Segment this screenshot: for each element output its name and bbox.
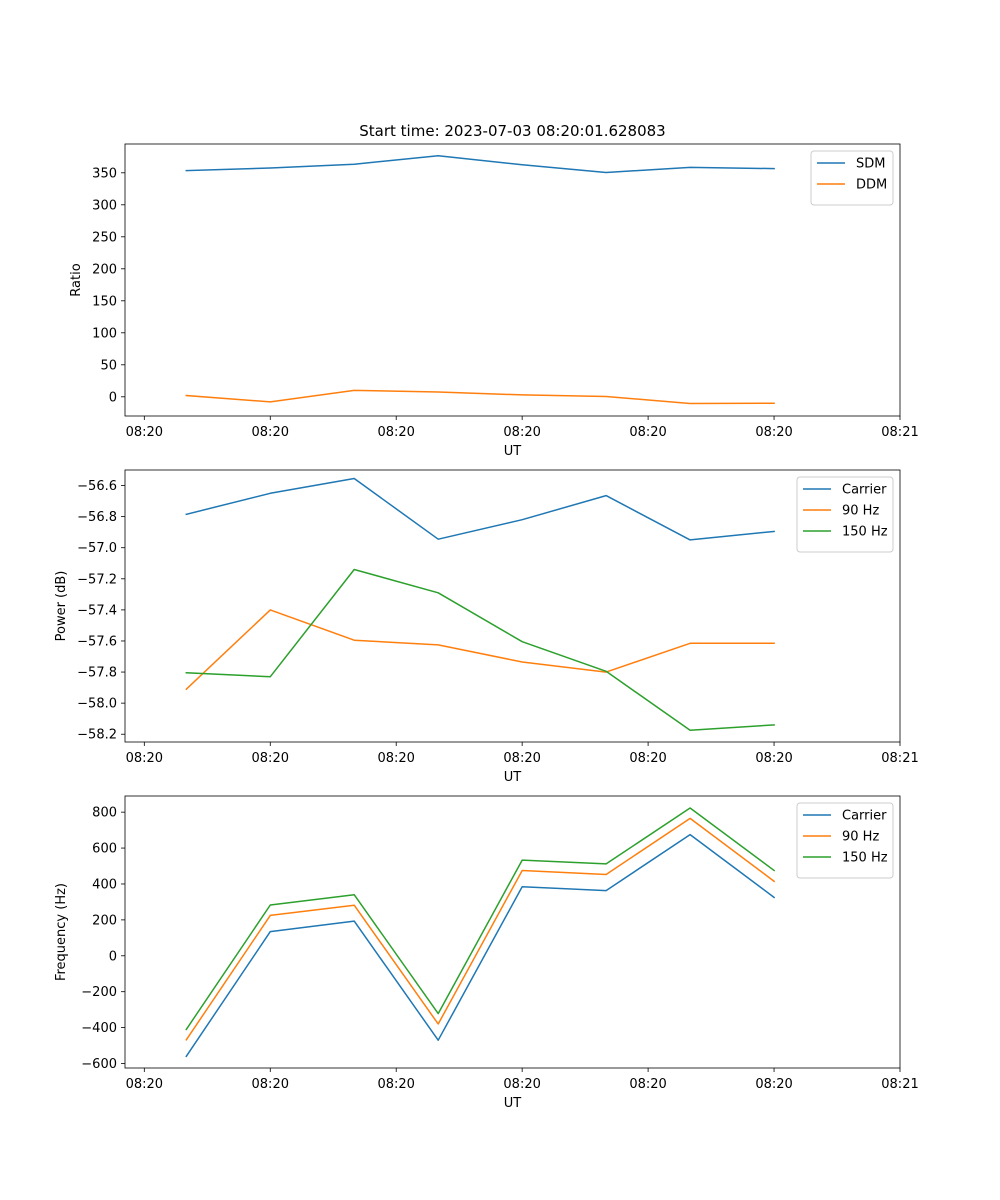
legend-label: 150 Hz	[842, 851, 888, 866]
y-tick-label: −400	[81, 1021, 117, 1036]
y-tick-label: −58.2	[77, 728, 117, 743]
y-axis-label: Power (dB)	[54, 571, 69, 642]
y-tick-label: 0	[109, 390, 117, 405]
y-tick-label: 0	[109, 949, 117, 964]
x-tick-label: 08:20	[755, 1077, 792, 1092]
x-tick-label: 08:20	[377, 1077, 414, 1092]
legend: SDM DDM	[810, 150, 894, 206]
legend-label: SDM	[856, 157, 885, 172]
legend-label: Carrier	[842, 483, 887, 498]
subplot-1: 08:20 08:20 08:20 08:20 08:20 08:20 08:21 0 50 10…	[69, 122, 919, 459]
x-tick-label: 08:20	[252, 425, 289, 440]
x-axis-label: UT	[504, 770, 522, 785]
y-tick-label: 200	[92, 913, 117, 928]
x-axis-label: UT	[504, 444, 522, 459]
y-tick-label: 50	[100, 358, 117, 373]
series-line-90-hz	[185, 817, 776, 1041]
axes-frame	[124, 469, 901, 743]
x-axis-label: UT	[504, 1096, 522, 1111]
y-tick-label: −600	[81, 1057, 117, 1072]
series-line-carrier	[185, 477, 775, 541]
series-line-150-hz	[185, 568, 775, 732]
y-tick-label: 150	[92, 294, 117, 309]
x-tick-label: 08:20	[126, 751, 163, 766]
x-tick-label: 08:20	[503, 751, 540, 766]
y-tick-label: 300	[92, 198, 117, 213]
x-tick-label: 08:20	[377, 751, 414, 766]
y-tick-label: 400	[92, 877, 117, 892]
x-tick-label: 08:20	[126, 425, 163, 440]
series-line-carrier	[185, 833, 776, 1058]
series-line-90-hz	[185, 609, 775, 691]
x-tick-label: 08:21	[881, 1077, 918, 1092]
y-tick-label: 200	[92, 262, 117, 277]
x-tick-label: 08:21	[881, 751, 918, 766]
subplot-3: 08:20 08:20 08:20 08:20 08:20 08:20 08:21 −600 −…	[54, 795, 919, 1111]
x-tick-label: 08:20	[755, 425, 792, 440]
axes-frame	[124, 795, 901, 1069]
legend-label: 90 Hz	[842, 830, 879, 845]
y-tick-label: −200	[81, 985, 117, 1000]
y-tick-label: −57.4	[77, 603, 117, 618]
legend: Carrier 90 Hz 150 Hz	[796, 802, 894, 879]
legend-box	[796, 476, 894, 553]
x-tick-label: 08:20	[755, 751, 792, 766]
x-tick-label: 08:20	[629, 751, 666, 766]
legend-box	[796, 802, 894, 879]
x-tick-label: 08:20	[629, 1077, 666, 1092]
series-line-sdm	[185, 155, 775, 174]
y-tick-label: −57.8	[77, 666, 117, 681]
y-tick-label: −56.8	[77, 510, 117, 525]
y-tick-label: 800	[92, 806, 117, 821]
legend: Carrier 90 Hz 150 Hz	[796, 476, 894, 553]
x-tick-label: 08:20	[503, 425, 540, 440]
x-tick-label: 08:20	[252, 1077, 289, 1092]
chart-title: Start time: 2023-07-03 08:20:01.628083	[359, 122, 665, 140]
y-tick-label: 350	[92, 166, 117, 181]
legend-box	[810, 150, 894, 206]
series-line-150-hz	[185, 807, 776, 1031]
y-tick-label: −57.6	[77, 634, 117, 649]
series-line-ddm	[185, 389, 775, 405]
y-tick-label: 250	[92, 230, 117, 245]
y-tick-label: 600	[92, 842, 117, 857]
y-axis-label: Frequency (Hz)	[54, 883, 69, 981]
x-tick-label: 08:20	[377, 425, 414, 440]
x-tick-label: 08:20	[252, 751, 289, 766]
y-tick-label: 100	[92, 326, 117, 341]
y-axis-label: Ratio	[69, 263, 84, 296]
legend-label: 90 Hz	[842, 504, 879, 519]
y-tick-label: −56.6	[77, 479, 117, 494]
x-tick-label: 08:20	[503, 1077, 540, 1092]
subplot-2: 08:20 08:20 08:20 08:20 08:20 08:20 08:21 −58.2…	[54, 469, 919, 785]
x-tick-label: 08:21	[881, 425, 918, 440]
y-tick-label: −57.2	[77, 572, 117, 587]
axes-frame	[124, 143, 901, 417]
x-tick-label: 08:20	[629, 425, 666, 440]
y-tick-label: −57.0	[77, 541, 117, 556]
y-tick-label: −58.0	[77, 697, 117, 712]
legend-label: DDM	[856, 178, 887, 193]
legend-label: 150 Hz	[842, 525, 888, 540]
x-tick-label: 08:20	[126, 1077, 163, 1092]
legend-label: Carrier	[842, 809, 887, 824]
